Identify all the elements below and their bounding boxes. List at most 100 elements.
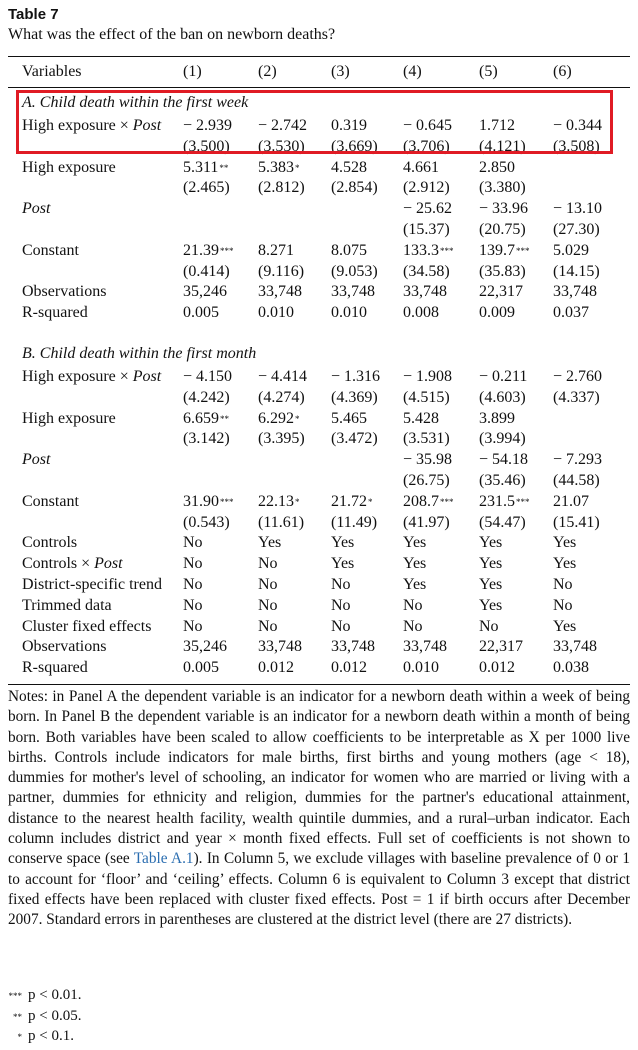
panel-b-row-label: Controls × Post <box>22 555 123 573</box>
panel-a-cell-col-1: 5.311** <box>183 158 229 176</box>
panel-b-row: Cluster fixed effects No No No No No Yes <box>0 616 638 637</box>
panel-b-cell-col-1: No <box>183 617 203 635</box>
panel-b-cell-col-5: Yes <box>479 555 503 573</box>
table-notes: Notes: in Panel A the dependent variable… <box>8 687 630 931</box>
panel-b-cell-col-6: No <box>553 576 573 593</box>
panel-a-row-label: High exposure × Post <box>22 117 162 134</box>
panel-a-cell-col-3: 0.010 <box>331 304 367 322</box>
significance-note: * p < 0.1. <box>17 1028 74 1044</box>
panel-b-row: (26.75) (35.46) (44.58) <box>0 470 638 491</box>
header-rule <box>8 87 630 88</box>
header-row: Variables (1) (2) (3) (4) (5) (6) <box>0 61 638 82</box>
header-col-3: (3) <box>331 63 350 80</box>
panel-b-cell-col-2: No <box>258 617 278 635</box>
significance-stars: *** <box>440 245 454 256</box>
panel-a-cell-col-2: 33,748 <box>258 283 302 301</box>
panel-b-row: R-squared 0.005 0.012 0.012 0.010 0.012 0.038 <box>0 657 638 678</box>
panel-b-cell-col-4: (41.97) <box>403 513 450 531</box>
panel-a-cell-col-4: 33,748 <box>403 283 447 301</box>
panel-b-cell-col-1: No <box>183 596 203 614</box>
panel-a-cell-col-6: (27.30) <box>553 221 600 238</box>
panel-b-row: Controls No Yes Yes Yes Yes Yes <box>0 532 638 553</box>
panel-b-cell-col-6: (44.58) <box>553 472 600 489</box>
panel-a-cell-col-3: 4.528 <box>331 158 367 176</box>
panel-b-cell-col-4: − 1.908 <box>403 368 453 385</box>
panel-a-cell-col-6: − 0.344 <box>553 117 603 134</box>
table-subtitle: What was the effect of the ban on newbor… <box>8 26 336 43</box>
panel-b-cell-col-6: Yes <box>553 555 577 573</box>
panel-b-cell-col-3: No <box>331 576 351 593</box>
panel-a-cell-col-3: (3.669) <box>331 137 378 155</box>
panel-b-cell-col-1: No <box>183 576 203 593</box>
panel-b-row: (0.543) (11.61) (11.49) (41.97) (54.47) (15.4… <box>0 512 638 533</box>
panel-a-cell-col-4: 133.3*** <box>403 241 454 259</box>
panel-a-cell-col-4: (15.37) <box>403 221 450 238</box>
panel-a-cell-col-5: (3.380) <box>479 179 526 197</box>
panel-a-cell-col-2: 5.383* <box>258 158 300 176</box>
panel-a-cell-col-2: (2.812) <box>258 179 305 197</box>
panel-b-row-label: High exposure <box>22 409 116 427</box>
header-col-5: (5) <box>479 63 498 80</box>
panel-b-cell-col-5: − 0.211 <box>479 368 528 385</box>
panel-a-row: Observations 35,246 33,748 33,748 33,748 22,3… <box>0 281 638 302</box>
panel-b-cell-col-3: Yes <box>331 534 355 552</box>
panel-a-cell-col-4: (3.706) <box>403 137 450 155</box>
header-col-2: (2) <box>258 63 277 80</box>
panel-b-row-label: R-squared <box>22 659 88 677</box>
panel-a-cell-col-5: 1.712 <box>479 117 515 134</box>
panel-a-cell-col-4: (2.912) <box>403 179 450 197</box>
significance-stars: * <box>368 496 373 507</box>
panel-b-row: Observations 35,246 33,748 33,748 33,748 22,3… <box>0 636 638 657</box>
panel-b-cell-col-1: 6.659** <box>183 409 229 427</box>
significance-stars: * <box>295 413 300 424</box>
panel-a-row: High exposure 5.311** 5.383* 4.528 4.661 2.85… <box>0 157 638 178</box>
panel-a-cell-col-5: (35.83) <box>479 262 526 280</box>
panel-b-cell-col-6: 33,748 <box>553 638 597 656</box>
table-a1-link[interactable]: Table A.1 <box>133 850 194 868</box>
panel-b-row-label: High exposure × Post <box>22 368 162 385</box>
panel-a-cell-col-4: (34.58) <box>403 262 450 280</box>
panel-b-cell-col-4: (3.531) <box>403 430 450 448</box>
panel-b-row-label: Controls <box>22 534 78 552</box>
panel-b-cell-col-2: 6.292* <box>258 409 300 427</box>
panel-b-cell-col-4: Yes <box>403 555 427 573</box>
panel-a-row: Post − 25.62 − 33.96 − 13.10 <box>0 198 638 219</box>
panel-a-cell-col-1: (0.414) <box>183 262 230 280</box>
panel-b-row: (4.242) (4.274) (4.369) (4.515) (4.603) (4.33… <box>0 387 638 408</box>
panel-b-cell-col-1: 35,246 <box>183 638 227 656</box>
panel-b-cell-col-2: No <box>258 555 278 573</box>
panel-a-cell-col-1: 21.39*** <box>183 241 234 259</box>
panel-a-row: (2.465) (2.812) (2.854) (2.912) (3.380) <box>0 177 638 198</box>
panel-a-cell-col-3: 33,748 <box>331 283 375 301</box>
panel-a-cell-col-6: 33,748 <box>553 283 597 301</box>
panel-a-cell-col-3: 8.075 <box>331 241 367 259</box>
panel-b-cell-col-5: 231.5*** <box>479 492 530 510</box>
panel-b-row-label: Trimmed data <box>22 596 112 614</box>
panel-b-cell-col-6: (4.337) <box>553 388 600 406</box>
panel-a-cell-col-4: 4.661 <box>403 158 439 176</box>
panel-b-cell-col-4: − 35.98 <box>403 451 453 469</box>
panel-a-cell-col-1: (2.465) <box>183 179 230 197</box>
panel-a-cell-col-5: − 33.96 <box>479 200 529 218</box>
panel-b-row-label: District-specific trend <box>22 576 162 593</box>
panel-a-cell-col-2: 0.010 <box>258 304 294 322</box>
panel-a-cell-col-1: 35,246 <box>183 283 227 301</box>
panel-b-row: District-specific trend No No No Yes Yes No <box>0 574 638 595</box>
panel-b-cell-col-5: 0.012 <box>479 659 515 677</box>
panel-b-cell-col-3: − 1.316 <box>331 368 381 385</box>
panel-b-cell-col-4: Yes <box>403 534 427 552</box>
panel-b-cell-col-4: (26.75) <box>403 472 450 489</box>
table-label: Table 7 <box>8 6 59 23</box>
panel-b-row: Trimmed data No No No No Yes No <box>0 595 638 616</box>
panel-b-row-label: Cluster fixed effects <box>22 617 152 635</box>
significance-stars: *** <box>220 496 234 507</box>
panel-b-cell-col-4: 0.010 <box>403 659 439 677</box>
panel-a-row-label: R-squared <box>22 304 88 322</box>
panel-b-cell-col-6: 21.07 <box>553 492 589 510</box>
panel-a-cell-col-5: (4.121) <box>479 137 526 155</box>
panel-a-cell-col-5: 0.009 <box>479 304 515 322</box>
panel-a-cell-col-5: 22,317 <box>479 283 523 301</box>
significance-stars: *** <box>440 496 454 507</box>
panel-b-cell-col-2: (4.274) <box>258 388 305 406</box>
panel-b-cell-col-2: 33,748 <box>258 638 302 656</box>
